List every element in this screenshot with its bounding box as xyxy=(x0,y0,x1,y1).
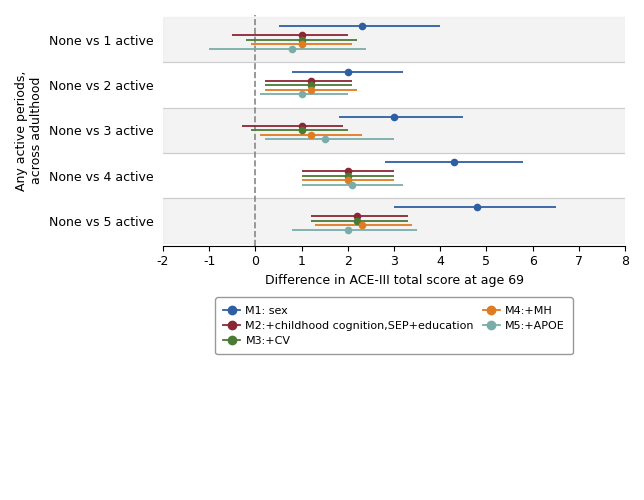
Y-axis label: Any active periods,
across adulthood: Any active periods, across adulthood xyxy=(15,70,43,190)
Legend: M1: sex, M2:+childhood cognition,SEP+education, M3:+CV, M4:+MH, M5:+APOE: M1: sex, M2:+childhood cognition,SEP+edu… xyxy=(216,298,573,354)
Bar xyxy=(163,108,625,153)
Bar xyxy=(163,198,625,244)
Bar xyxy=(163,18,625,62)
X-axis label: Difference in ACE-III total score at age 69: Difference in ACE-III total score at age… xyxy=(265,274,524,287)
